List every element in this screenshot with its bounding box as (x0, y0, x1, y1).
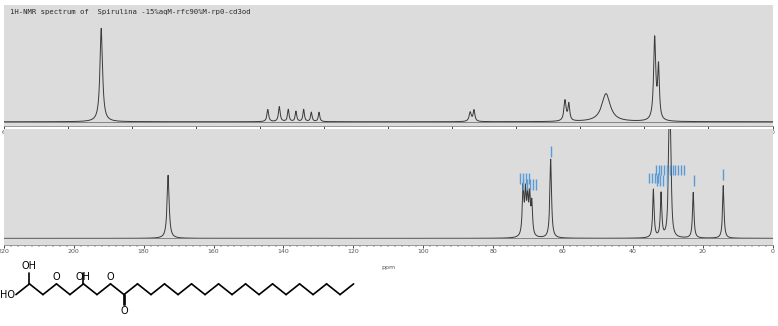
Text: ppm: ppm (381, 265, 395, 270)
Text: OH: OH (22, 261, 37, 271)
Text: O: O (53, 272, 60, 282)
Text: O: O (121, 306, 128, 316)
Text: HO: HO (0, 289, 15, 300)
Text: OH: OH (76, 272, 91, 282)
Text: O: O (107, 272, 114, 282)
Text: ppm: ppm (381, 147, 395, 152)
Text: 1H-NMR spectrum of  Spirulina -15%aqM-rfc90%M-rp0-cd3od: 1H-NMR spectrum of Spirulina -15%aqM-rfc… (10, 8, 251, 15)
